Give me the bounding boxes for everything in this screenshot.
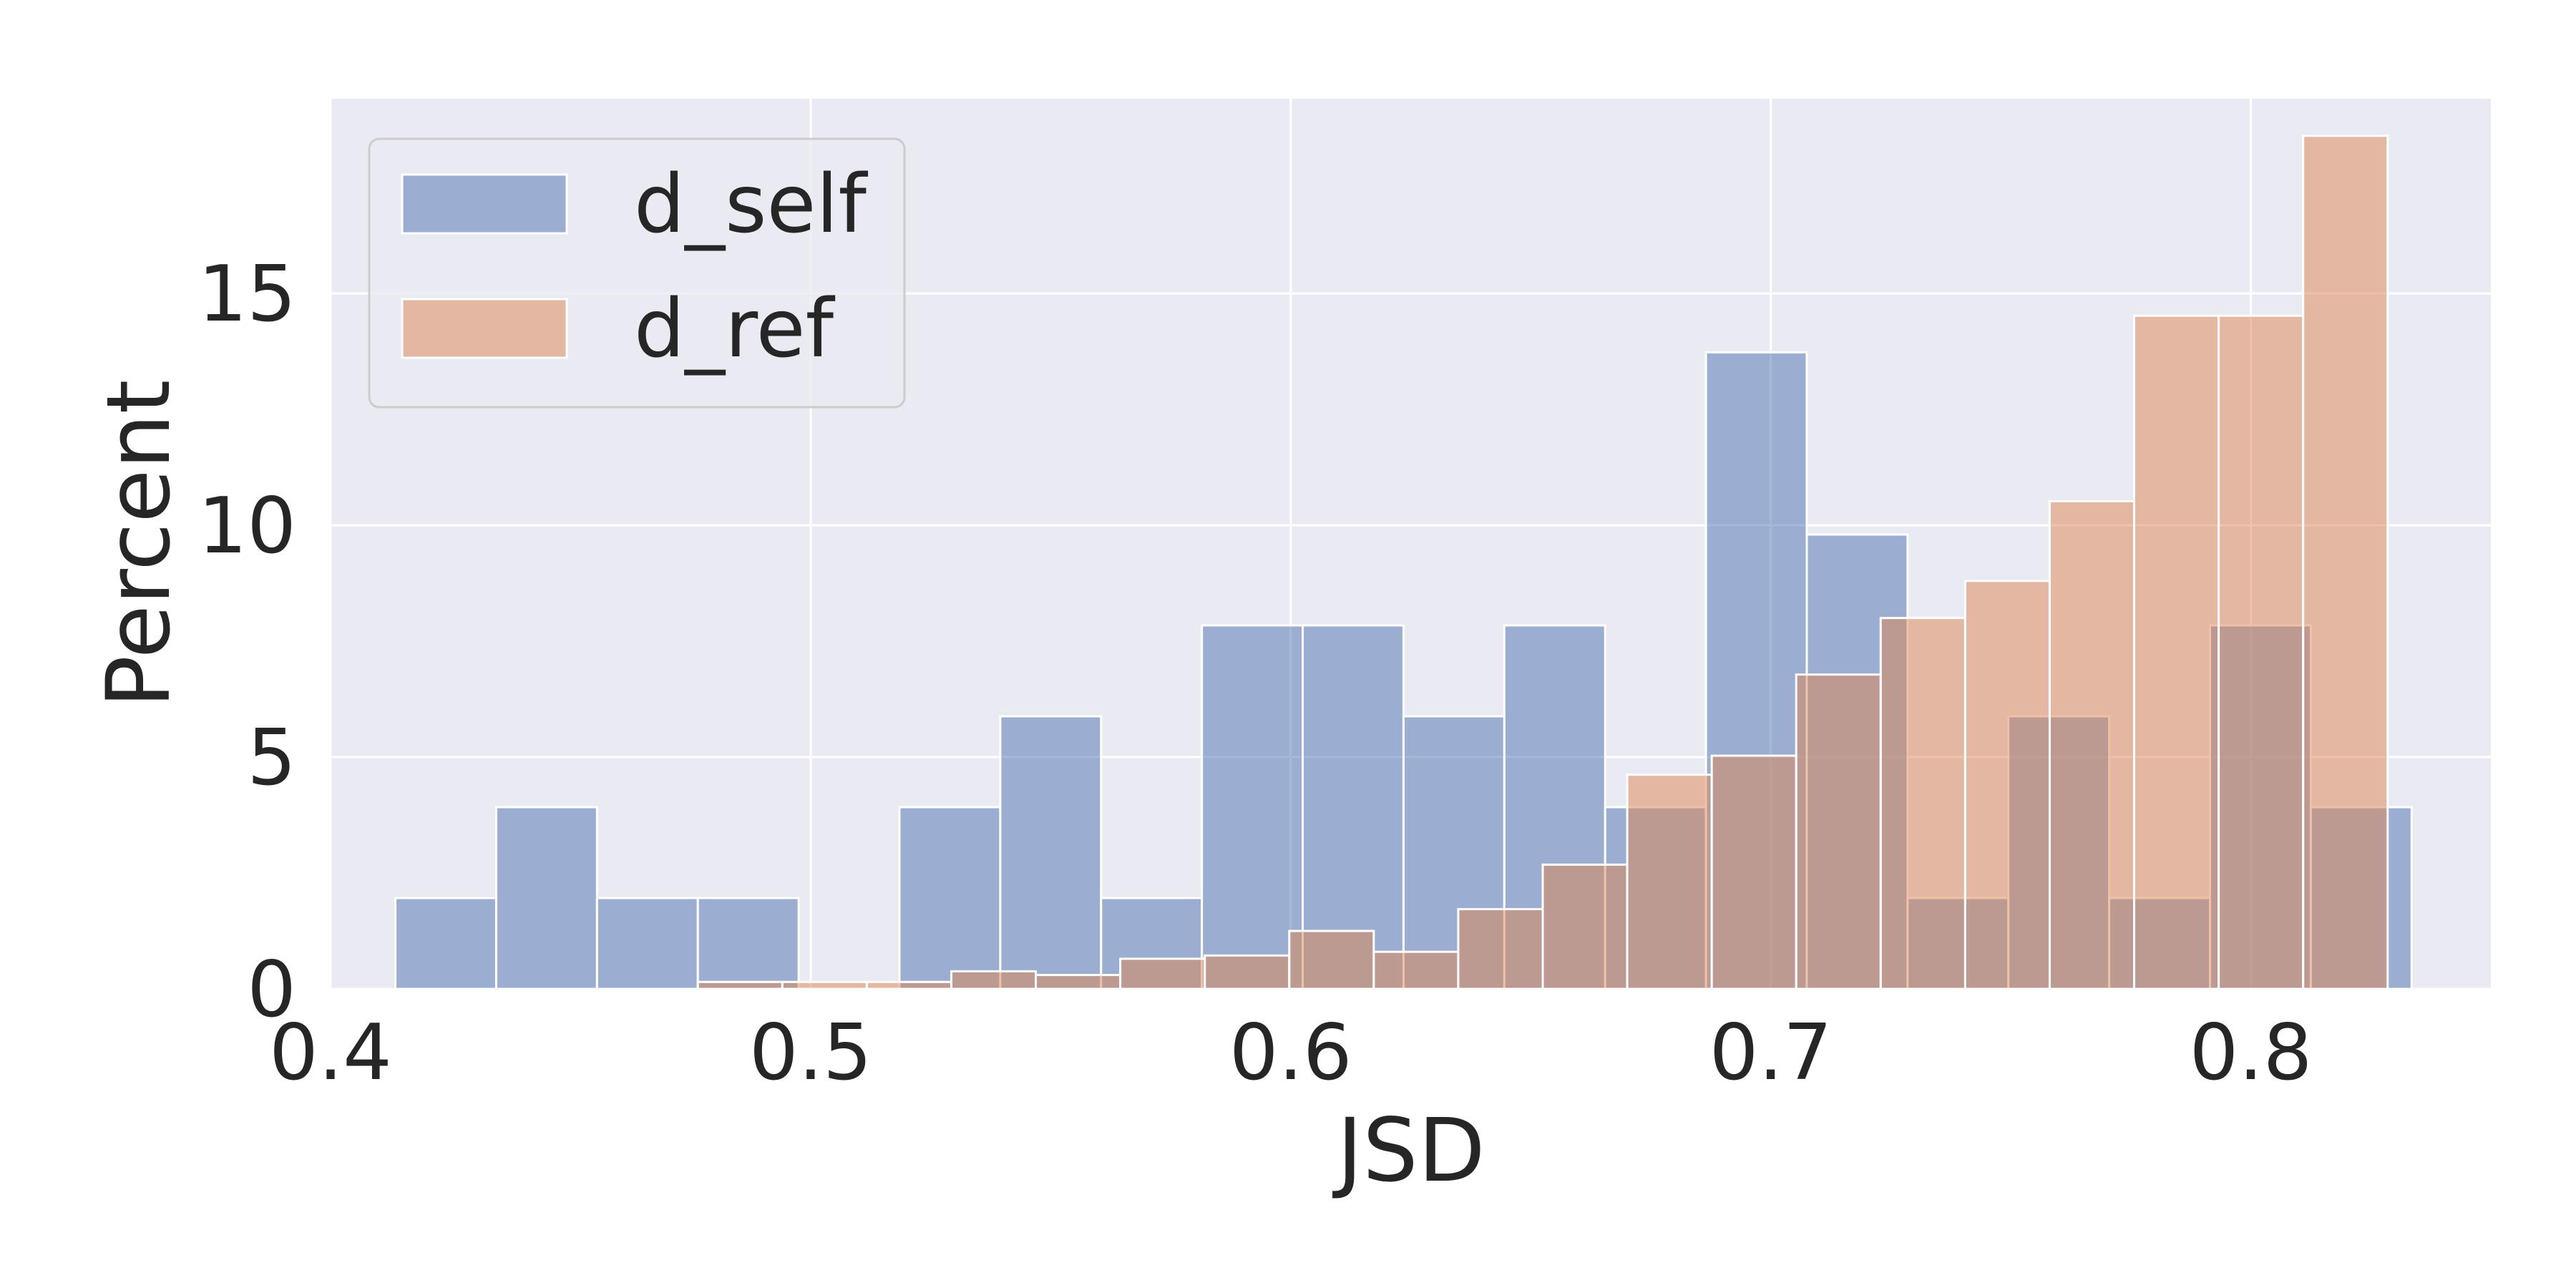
bar-d-ref xyxy=(865,980,952,990)
x-tick-label: 0.7 xyxy=(1709,1008,1833,1098)
x-tick-label: 0.4 xyxy=(269,1008,392,1098)
bar-d-ref xyxy=(1879,617,1966,990)
histogram-bars xyxy=(394,135,2413,990)
bar-d-ref xyxy=(1204,954,1291,990)
bar-d-self xyxy=(595,897,699,990)
bar-d-ref xyxy=(1457,908,1544,990)
y-tick-label: 10 xyxy=(198,482,296,571)
bar-d-ref xyxy=(950,970,1038,990)
bar-d-ref xyxy=(1963,580,2051,990)
y-axis-label: Percent xyxy=(88,379,190,708)
bar-d-ref xyxy=(1795,673,1882,990)
tick-labels: 0.4 0.5 0.6 0.7 0.8 0 5 10 15 xyxy=(198,250,2313,1098)
bar-d-self xyxy=(1201,624,1304,990)
bar-d-ref xyxy=(1288,930,1375,990)
bar-d-self xyxy=(696,897,800,990)
y-tick-label: 15 xyxy=(198,250,296,339)
bar-d-ref xyxy=(1710,754,1797,990)
bar-d-self xyxy=(494,806,598,990)
bar-d-ref xyxy=(696,980,784,990)
x-tick-label: 0.5 xyxy=(749,1008,872,1098)
bar-d-self xyxy=(394,897,497,990)
bar-d-ref xyxy=(2133,314,2220,990)
x-axis-label: JSD xyxy=(1332,1100,1485,1201)
y-tick-label: 0 xyxy=(247,945,296,1035)
y-tick-label: 5 xyxy=(247,713,296,803)
legend-swatch-d-self xyxy=(401,173,568,235)
bar-d-ref xyxy=(1626,774,1713,990)
bar-d-ref xyxy=(781,980,868,990)
bar-d-ref xyxy=(2302,135,2389,990)
bar-d-ref xyxy=(1119,957,1206,990)
bar-d-ref xyxy=(1035,974,1122,990)
legend-label-d-ref: d_ref xyxy=(634,283,836,376)
legend: d_self d_ref xyxy=(368,137,906,409)
bar-d-self xyxy=(898,806,1002,990)
legend-label-d-self: d_self xyxy=(634,158,868,251)
bar-d-ref xyxy=(2048,499,2136,990)
x-tick-label: 0.6 xyxy=(1229,1008,1352,1098)
legend-swatch-d-ref xyxy=(401,298,568,359)
bar-d-self xyxy=(1302,624,1405,990)
bar-d-ref xyxy=(2218,314,2305,990)
bar-d-ref xyxy=(1372,950,1460,990)
bar-d-self xyxy=(999,715,1103,990)
bar-d-ref xyxy=(1541,863,1629,990)
x-tick-label: 0.8 xyxy=(2190,1008,2313,1098)
